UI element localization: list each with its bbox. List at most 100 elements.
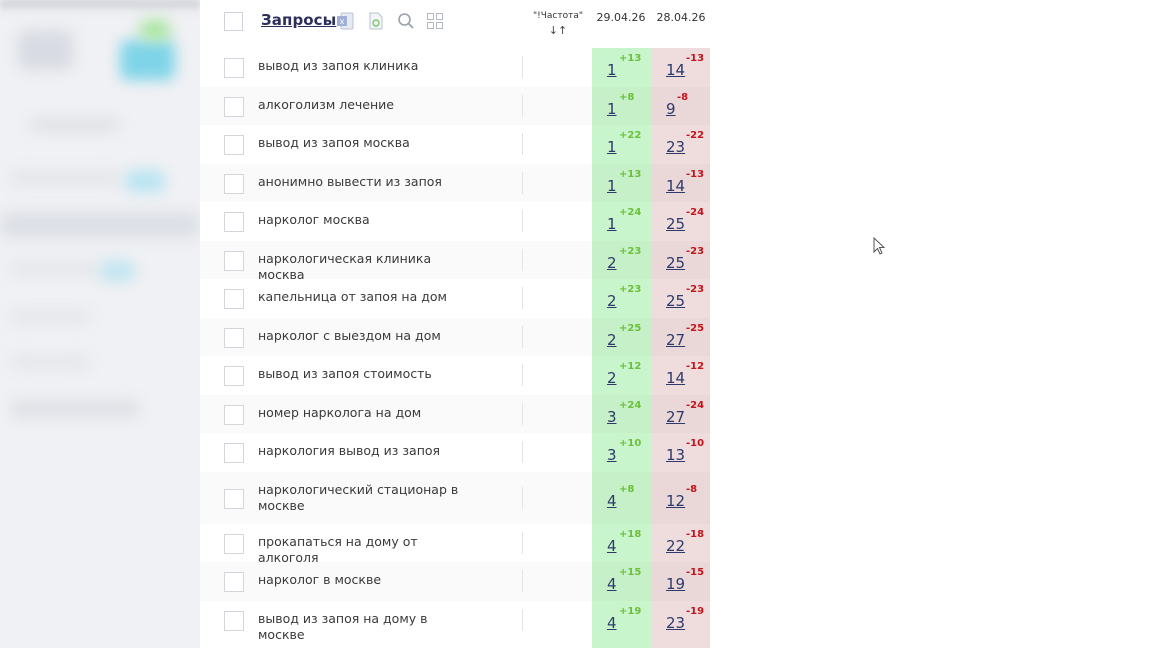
row-checkbox[interactable] — [224, 572, 244, 593]
row-checkbox[interactable] — [224, 404, 244, 425]
position-link[interactable]: 14 — [666, 369, 686, 388]
position-change-up: +24 — [619, 399, 642, 411]
position-link[interactable]: 14 — [666, 176, 686, 195]
row-checkbox[interactable] — [224, 488, 244, 509]
position-change-down: -25 — [686, 322, 705, 334]
position-change-down: -23 — [686, 245, 705, 257]
table-row: нарколог в москве 4 +15 19 -15 — [200, 562, 710, 601]
row-checkbox[interactable] — [224, 366, 244, 387]
frequency-label: "!Частота" — [532, 11, 584, 21]
position-link[interactable]: 12 — [666, 491, 686, 510]
row-checkbox[interactable] — [224, 250, 244, 271]
excel-export-icon[interactable]: x — [336, 12, 354, 30]
position-change-up: +23 — [619, 245, 642, 257]
table-row: капельница от запоя на дом 2 +23 25 -23 — [200, 279, 710, 318]
table-row: вывод из запоя стоимость 2 +12 14 -12 — [200, 356, 710, 395]
position-link[interactable]: 27 — [666, 330, 686, 349]
position-link[interactable]: 25 — [666, 215, 686, 234]
query-text: нарколог москва — [258, 212, 370, 228]
select-all-checkbox[interactable] — [224, 12, 243, 31]
queries-table: Запросы x "!Частота" ↓↑ 29.04.26 28.04.2… — [200, 0, 710, 648]
position-link[interactable]: 4 — [607, 613, 617, 632]
row-checkbox[interactable] — [224, 173, 244, 194]
queries-title-link[interactable]: Запросы — [261, 11, 337, 29]
position-link[interactable]: 19 — [666, 575, 686, 594]
query-text: вывод из запоя москва — [258, 135, 410, 151]
position-link[interactable]: 14 — [666, 61, 686, 80]
position-previous: 13 -10 — [666, 438, 704, 465]
row-checkbox[interactable] — [224, 610, 244, 631]
date-column-header-2[interactable]: 28.04.26 — [656, 11, 706, 24]
position-link[interactable]: 23 — [666, 613, 686, 632]
position-change-down: -12 — [686, 361, 705, 373]
position-change-up: +13 — [619, 53, 642, 65]
position-link[interactable]: 4 — [607, 536, 617, 555]
position-link[interactable]: 2 — [607, 369, 617, 388]
position-link[interactable]: 23 — [666, 138, 686, 157]
position-current: 4 +18 — [607, 529, 641, 555]
position-link[interactable]: 2 — [607, 330, 617, 349]
position-link[interactable]: 25 — [666, 292, 686, 311]
frequency-column-header[interactable]: "!Частота" ↓↑ — [528, 11, 588, 37]
column-separator — [522, 133, 523, 156]
position-change-down: -10 — [686, 438, 705, 450]
row-checkbox[interactable] — [224, 212, 244, 233]
search-icon[interactable] — [397, 12, 415, 30]
position-link[interactable]: 22 — [666, 536, 686, 555]
position-change-down: -18 — [686, 528, 705, 540]
date-column-header-1[interactable]: 29.04.26 — [596, 11, 646, 24]
position-change-down: -23 — [686, 284, 705, 296]
position-link[interactable]: 1 — [607, 215, 617, 234]
position-link[interactable]: 1 — [607, 61, 617, 80]
table-row: наркология вывод из запоя 3 +10 13 -10 — [200, 433, 710, 472]
position-change-down: -8 — [686, 483, 698, 495]
position-link[interactable]: 13 — [666, 446, 686, 465]
position-link[interactable]: 3 — [607, 446, 617, 465]
table-row: анонимно вывести из запоя 1 +13 14 -13 — [200, 164, 710, 203]
position-link[interactable]: 2 — [607, 292, 617, 311]
position-link[interactable]: 2 — [607, 253, 617, 272]
positions-column-current — [592, 48, 652, 648]
position-link[interactable]: 9 — [666, 99, 676, 118]
row-checkbox[interactable] — [224, 443, 244, 464]
position-current: 4 +15 — [607, 567, 641, 594]
table-row: вывод из запоя на дому в москве 4 +19 23 -19 — [200, 601, 710, 642]
query-text: капельница от запоя на дом — [258, 289, 447, 305]
position-link[interactable]: 4 — [607, 491, 617, 510]
row-checkbox[interactable] — [224, 135, 244, 156]
grid-view-icon[interactable] — [426, 12, 444, 30]
row-checkbox[interactable] — [224, 327, 244, 348]
column-separator — [522, 570, 523, 593]
position-change-up: +19 — [619, 605, 642, 617]
position-change-down: -24 — [686, 399, 705, 411]
position-link[interactable]: 1 — [607, 138, 617, 157]
sort-icon[interactable]: ↓↑ — [548, 24, 568, 37]
query-text: номер нарколога на дом — [258, 404, 422, 420]
position-previous: 23 -19 — [666, 606, 704, 632]
query-text: нарколог в москве — [258, 572, 382, 588]
column-separator — [522, 364, 523, 387]
position-previous: 27 -24 — [666, 400, 704, 426]
query-text: вывод из запоя клиника — [258, 58, 419, 74]
position-change-down: -8 — [677, 91, 689, 103]
position-link[interactable]: 4 — [607, 575, 617, 594]
file-export-icon[interactable] — [367, 12, 385, 30]
table-row: алкоголизм лечение 1 +8 9 -8 — [200, 87, 710, 126]
position-link[interactable]: 25 — [666, 253, 686, 272]
position-previous: 14 -12 — [666, 361, 704, 388]
row-checkbox[interactable] — [224, 96, 244, 117]
position-change-up: +24 — [619, 207, 642, 219]
row-checkbox[interactable] — [224, 533, 244, 554]
row-checkbox[interactable] — [224, 58, 244, 79]
position-link[interactable]: 1 — [607, 176, 617, 195]
row-checkbox[interactable] — [224, 289, 244, 310]
position-link[interactable]: 1 — [607, 99, 617, 118]
position-change-up: +12 — [619, 361, 642, 373]
position-previous: 25 -24 — [666, 207, 704, 234]
position-current: 1 +22 — [607, 130, 641, 157]
query-text: вывод из запоя на дому в москве — [258, 610, 428, 642]
query-text: нарколог с выездом на дом — [258, 327, 441, 343]
position-change-down: -13 — [686, 168, 705, 180]
position-link[interactable]: 3 — [607, 407, 617, 426]
position-link[interactable]: 27 — [666, 407, 686, 426]
